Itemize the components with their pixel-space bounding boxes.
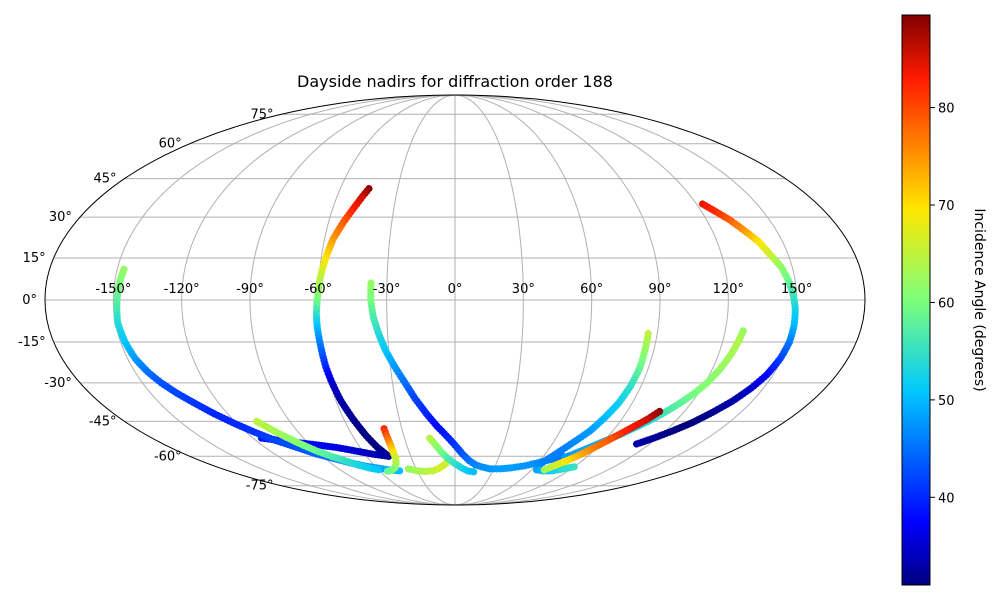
latitude-tick-label: -30° (44, 376, 72, 391)
meridian-line (112, 94, 456, 506)
longitude-tick-labels: -150° -120° -90° -60° -30° 0° 30° 60° 90° 120° 150… (95, 282, 812, 297)
nadir-point (540, 466, 548, 474)
longitude-tick-label: -90° (236, 282, 264, 297)
data-points (113, 185, 799, 476)
latitude-tick-labels: 75° 60° 45° 30° 15° 0° -15° -30° -45° -60° -75° (18, 107, 274, 493)
longitude-tick-label: -120° (164, 282, 200, 297)
latitude-tick-label: 45° (94, 172, 117, 187)
latitude-tick-label: -15° (18, 335, 46, 350)
colorbar-tick-label: 50 (938, 394, 955, 409)
colorbar-gradient (901, 14, 931, 586)
latitude-tick-label: 0° (22, 293, 37, 308)
longitude-tick-label: 60° (580, 282, 603, 297)
meridian-line (181, 94, 456, 506)
meridian-line (454, 94, 593, 506)
meridian-line (386, 94, 456, 506)
longitude-tick-label: 120° (713, 282, 744, 297)
meridian-line (454, 94, 661, 506)
colorbar-tick-label: 60 (938, 296, 955, 311)
longitude-tick-label: -150° (95, 282, 131, 297)
longitude-tick-label: 30° (512, 282, 535, 297)
nadir-point (570, 463, 578, 471)
latitude-tick-label: -60° (154, 449, 182, 464)
map-boundary (44, 94, 866, 506)
longitude-tick-label: -60° (304, 282, 332, 297)
longitude-tick-label: 90° (648, 282, 671, 297)
nadir-point (632, 440, 641, 448)
colorbar-tick-label: 70 (938, 199, 955, 214)
graticule (45, 94, 865, 506)
colorbar-tick-label: 40 (938, 491, 955, 506)
latitude-tick-label: -45° (89, 414, 117, 429)
meridian-line (454, 94, 729, 506)
latitude-tick-label: 15° (23, 251, 46, 266)
meridian-line (454, 94, 524, 506)
chart-title: Dayside nadirs for diffraction order 188 (297, 72, 613, 91)
latitude-tick-label: 75° (250, 107, 273, 122)
colorbar-ticks: 40 50 60 70 80 (930, 102, 955, 506)
colorbar-label: Incidence Angle (degrees) (971, 208, 987, 391)
nadir-point (470, 468, 478, 476)
colorbar-tick-label: 80 (938, 102, 955, 117)
nadir-point (383, 467, 391, 475)
latitude-tick-label: 60° (159, 137, 182, 152)
latitude-tick-label: 30° (49, 210, 72, 225)
latitude-tick-label: -75° (246, 479, 274, 494)
colorbar: 40 50 60 70 80 Incidence Angle (degrees) (901, 14, 987, 586)
longitude-tick-label: 0° (448, 282, 463, 297)
longitude-tick-label: -30° (373, 282, 401, 297)
longitude-tick-label: 150° (781, 282, 812, 297)
nadir-point (374, 466, 383, 474)
